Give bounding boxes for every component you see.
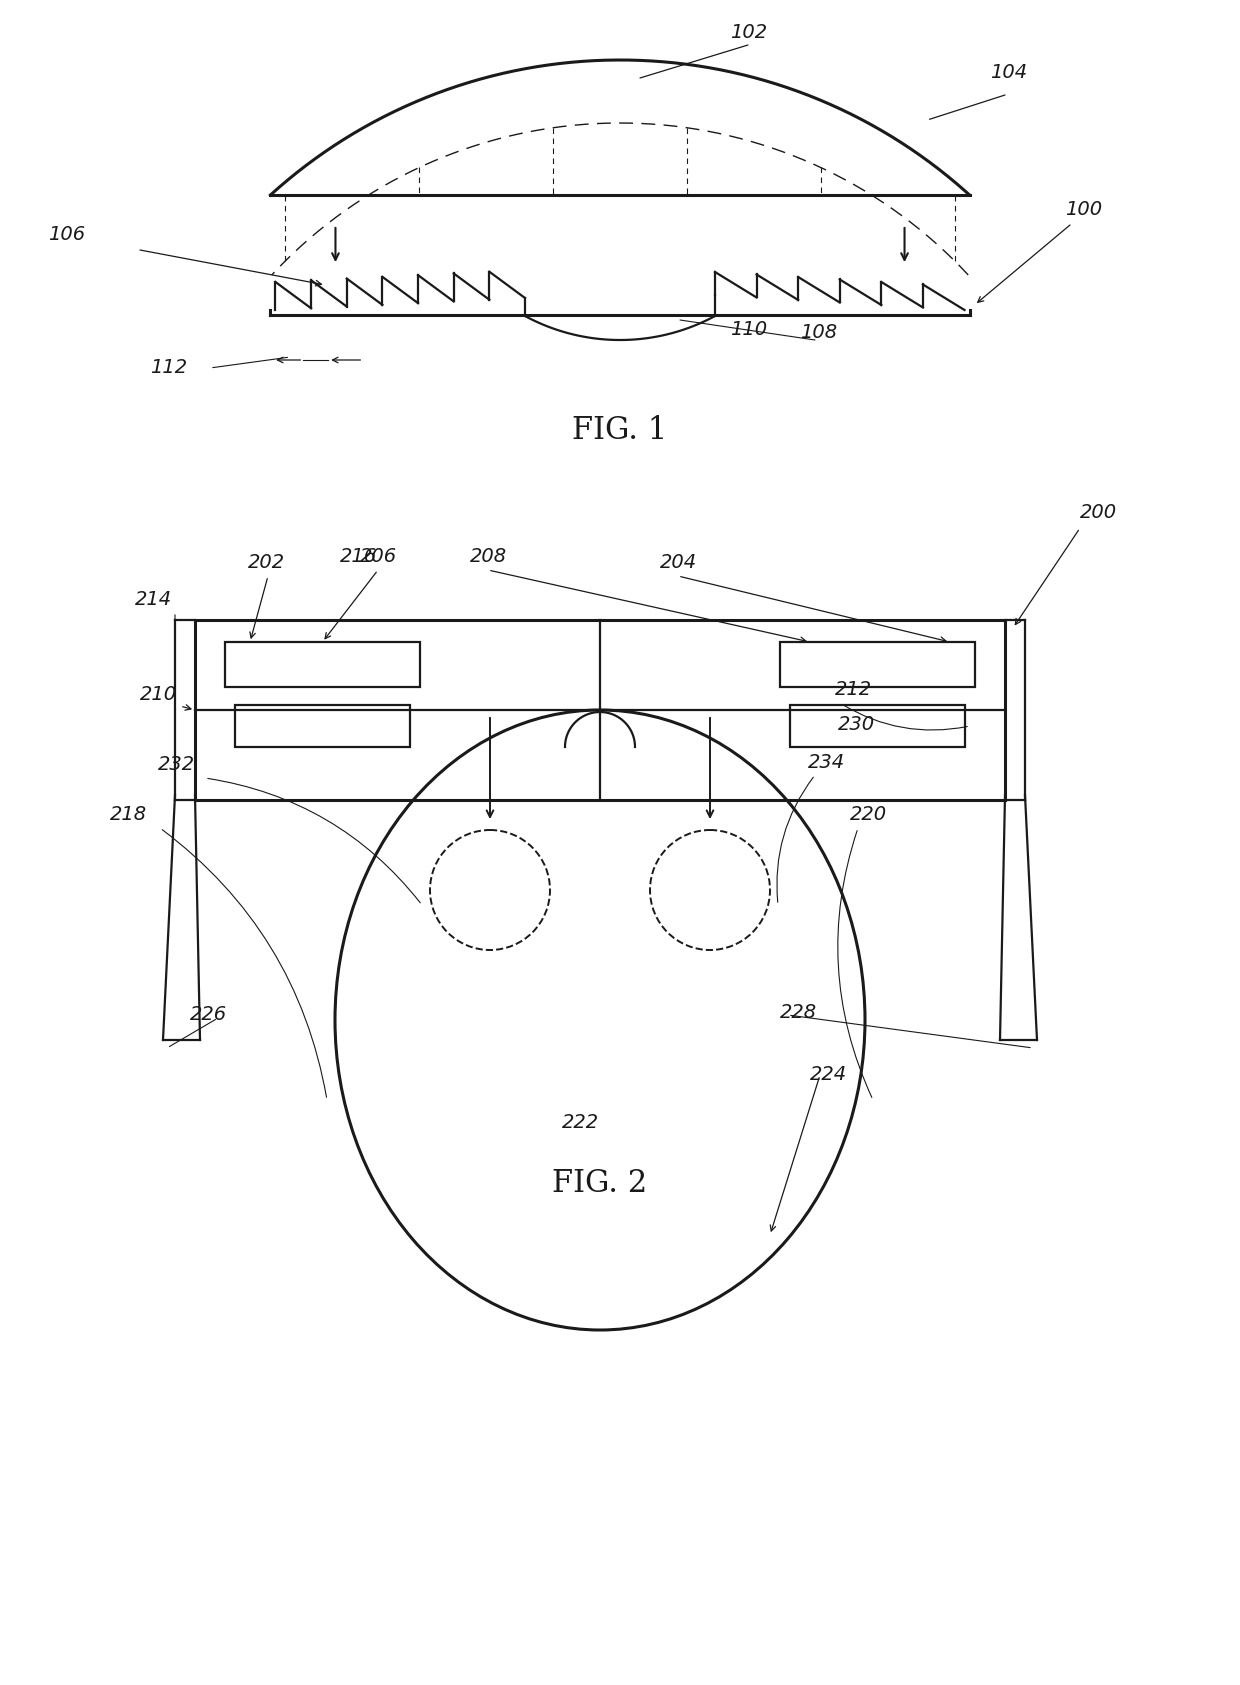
Text: 220: 220 [849,805,887,824]
Bar [780,642,975,687]
Text: 218: 218 [110,805,148,824]
Text: 214: 214 [135,590,172,608]
Text: 108: 108 [800,324,837,342]
Text: 110: 110 [730,320,768,339]
Text: 204: 204 [660,553,697,571]
Text: 106: 106 [48,226,86,244]
Bar [236,704,410,746]
Text: 216: 216 [340,548,377,566]
Text: 210: 210 [140,686,177,704]
Text: 100: 100 [1065,201,1102,219]
Text: 202: 202 [248,553,285,571]
Bar [224,642,420,687]
Text: 206: 206 [360,548,397,566]
Text: 104: 104 [990,62,1027,83]
Text: 232: 232 [157,755,195,773]
Text: 228: 228 [780,1003,817,1023]
Text: 230: 230 [838,714,875,735]
Text: 208: 208 [470,548,507,566]
Text: FIG. 1: FIG. 1 [573,415,667,447]
Text: 222: 222 [562,1114,599,1132]
Text: FIG. 2: FIG. 2 [552,1168,647,1200]
Text: 200: 200 [1080,504,1117,522]
Text: 112: 112 [150,357,187,377]
Text: 226: 226 [190,1004,227,1024]
Text: 102: 102 [730,24,768,42]
Bar [790,704,965,746]
Text: 234: 234 [808,753,846,772]
Text: 212: 212 [835,681,872,699]
Text: 224: 224 [810,1065,847,1083]
